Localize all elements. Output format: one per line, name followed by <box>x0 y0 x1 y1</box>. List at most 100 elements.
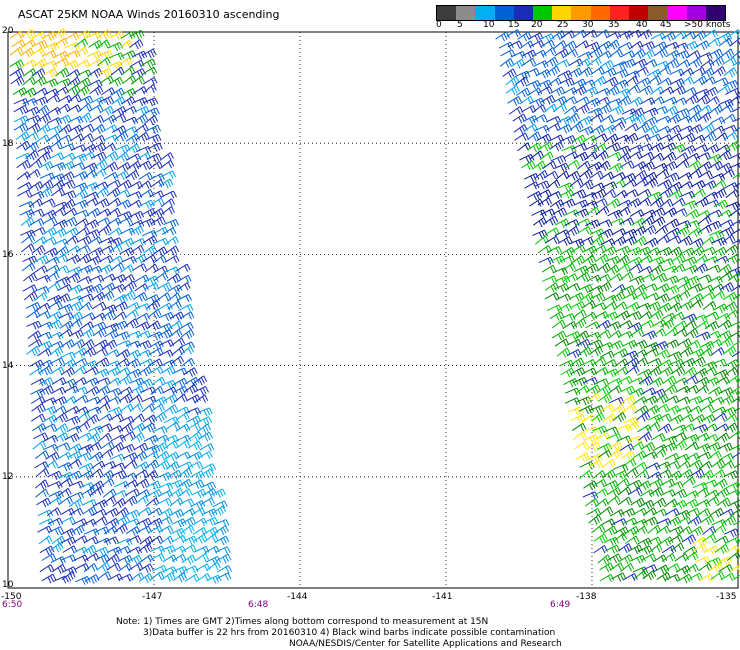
wind-barb <box>666 235 682 244</box>
wind-barb <box>53 412 69 423</box>
wind-barb <box>657 302 672 313</box>
wind-barb <box>126 153 142 162</box>
colorbar-tick-label: 0 <box>436 20 442 30</box>
wind-barb <box>729 219 740 227</box>
wind-barb <box>110 87 125 98</box>
wind-barb <box>681 313 698 323</box>
wind-barb <box>99 449 114 459</box>
wind-barb <box>32 440 47 450</box>
wind-barb <box>533 60 549 69</box>
wind-barb <box>651 216 666 227</box>
wind-barb <box>688 572 704 581</box>
wind-barb <box>582 29 598 39</box>
wind-barb <box>185 407 202 416</box>
wind-barb <box>57 94 73 104</box>
wind-barb <box>102 488 117 498</box>
wind-barb <box>540 208 556 217</box>
wind-barb <box>578 66 593 77</box>
wind-barb <box>715 432 730 443</box>
wind-barb <box>646 191 663 201</box>
wind-barb <box>101 282 116 293</box>
wind-barb <box>679 346 694 357</box>
wind-barb <box>72 153 88 163</box>
wind-barb <box>661 553 676 562</box>
wind-barb <box>145 497 160 507</box>
wind-barb <box>624 467 639 477</box>
wind-barb <box>661 442 678 452</box>
wind-barb <box>649 264 664 275</box>
wind-barb <box>721 124 738 133</box>
wind-barb <box>613 532 628 542</box>
wind-barb <box>28 159 43 169</box>
wind-barb <box>42 216 58 225</box>
wind-barb <box>145 459 160 470</box>
wind-barb <box>639 41 656 51</box>
wind-barb <box>680 357 696 368</box>
wind-barb <box>733 574 740 581</box>
wind-barb <box>85 406 102 415</box>
wind-barb <box>16 171 31 181</box>
wind-barb <box>605 142 621 152</box>
wind-barb <box>21 87 37 98</box>
wind-barb <box>42 414 58 425</box>
wind-barb <box>25 150 39 161</box>
wind-barb <box>506 29 521 38</box>
wind-barb <box>141 58 156 69</box>
wind-barb <box>142 66 158 75</box>
wind-barb <box>89 480 105 491</box>
wind-barb <box>103 171 119 181</box>
wind-barb <box>611 283 626 293</box>
wind-barb <box>49 366 65 375</box>
colorbar-swatch <box>456 6 476 20</box>
wind-barb <box>708 229 725 239</box>
wind-barb <box>75 575 91 585</box>
wind-barb <box>155 459 171 470</box>
wind-barb <box>517 142 532 152</box>
wind-barb <box>106 217 122 226</box>
wind-barb <box>131 422 146 433</box>
wind-barb <box>96 57 111 67</box>
wind-barb <box>695 320 711 330</box>
wind-barb <box>612 463 629 472</box>
wind-barb <box>620 58 637 68</box>
wind-barb <box>687 405 703 414</box>
wind-barb <box>682 476 696 486</box>
wind-barb <box>67 93 82 103</box>
wind-barb <box>9 30 25 39</box>
wind-barb <box>20 229 36 239</box>
wind-barb <box>86 255 102 266</box>
wind-barb <box>636 480 652 491</box>
wind-barb <box>60 507 76 517</box>
wind-barb <box>596 443 613 453</box>
wind-barb <box>50 187 66 197</box>
wind-barb <box>97 423 113 432</box>
wind-barb <box>85 386 100 397</box>
wind-barb <box>67 443 83 454</box>
wind-barb <box>571 78 587 89</box>
wind-barb <box>216 565 232 574</box>
wind-barb <box>22 76 36 86</box>
wind-barb <box>144 115 159 126</box>
wind-barb <box>672 499 688 510</box>
wind-barb <box>683 490 699 499</box>
wind-barb <box>50 162 67 172</box>
wind-barb <box>554 59 570 68</box>
wind-barb <box>153 226 169 235</box>
wind-barb <box>161 190 177 199</box>
wind-barb <box>577 51 593 60</box>
wind-barb <box>516 87 531 98</box>
wind-barb <box>67 470 83 480</box>
wind-barb <box>183 383 198 395</box>
wind-barb <box>176 274 192 284</box>
wind-barb <box>602 188 617 198</box>
wind-barb <box>592 75 607 86</box>
wind-barb <box>680 144 697 155</box>
wind-barb <box>713 478 728 489</box>
wind-barb <box>690 245 705 257</box>
wind-barb <box>115 189 131 198</box>
wind-barb <box>121 431 136 440</box>
wind-barb <box>172 377 188 388</box>
wind-barb <box>724 422 739 433</box>
wind-barb <box>642 570 657 581</box>
